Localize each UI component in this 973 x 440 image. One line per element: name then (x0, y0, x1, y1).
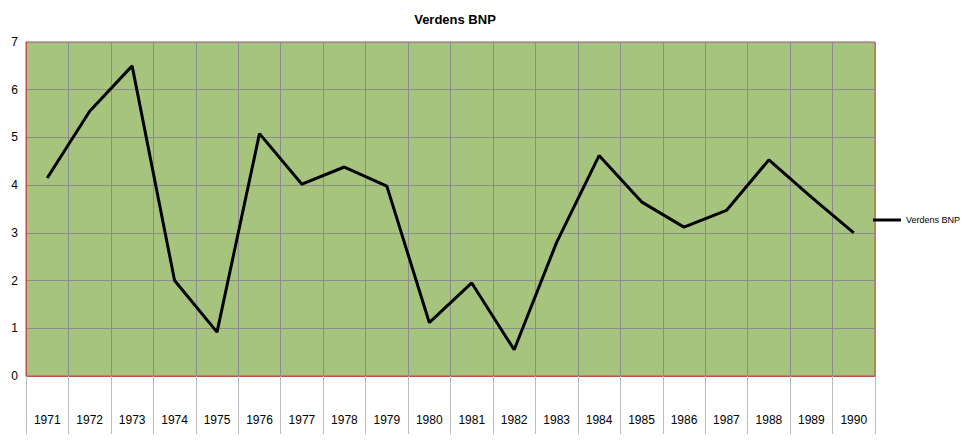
svg-text:1973: 1973 (119, 413, 146, 427)
svg-text:1979: 1979 (373, 413, 400, 427)
svg-text:Verdens BNP: Verdens BNP (906, 215, 960, 225)
svg-text:6: 6 (11, 83, 18, 97)
svg-text:1977: 1977 (289, 413, 316, 427)
svg-text:1990: 1990 (840, 413, 867, 427)
svg-text:Verdens BNP: Verdens BNP (414, 12, 496, 27)
svg-text:4: 4 (11, 178, 18, 192)
svg-text:3: 3 (11, 226, 18, 240)
svg-text:1986: 1986 (671, 413, 698, 427)
svg-text:1981: 1981 (458, 413, 485, 427)
svg-text:1987: 1987 (713, 413, 740, 427)
svg-text:1989: 1989 (798, 413, 825, 427)
svg-text:0: 0 (11, 369, 18, 383)
svg-text:1988: 1988 (756, 413, 783, 427)
svg-text:2: 2 (11, 274, 18, 288)
svg-text:1982: 1982 (501, 413, 528, 427)
svg-text:1985: 1985 (628, 413, 655, 427)
svg-text:5: 5 (11, 130, 18, 144)
svg-text:1972: 1972 (76, 413, 103, 427)
svg-text:1976: 1976 (246, 413, 273, 427)
svg-text:1983: 1983 (543, 413, 570, 427)
svg-text:1975: 1975 (204, 413, 231, 427)
svg-text:1: 1 (11, 321, 18, 335)
svg-text:1971: 1971 (34, 413, 61, 427)
svg-text:1980: 1980 (416, 413, 443, 427)
svg-text:7: 7 (11, 35, 18, 49)
svg-text:1978: 1978 (331, 413, 358, 427)
svg-text:1984: 1984 (586, 413, 613, 427)
svg-text:1974: 1974 (161, 413, 188, 427)
